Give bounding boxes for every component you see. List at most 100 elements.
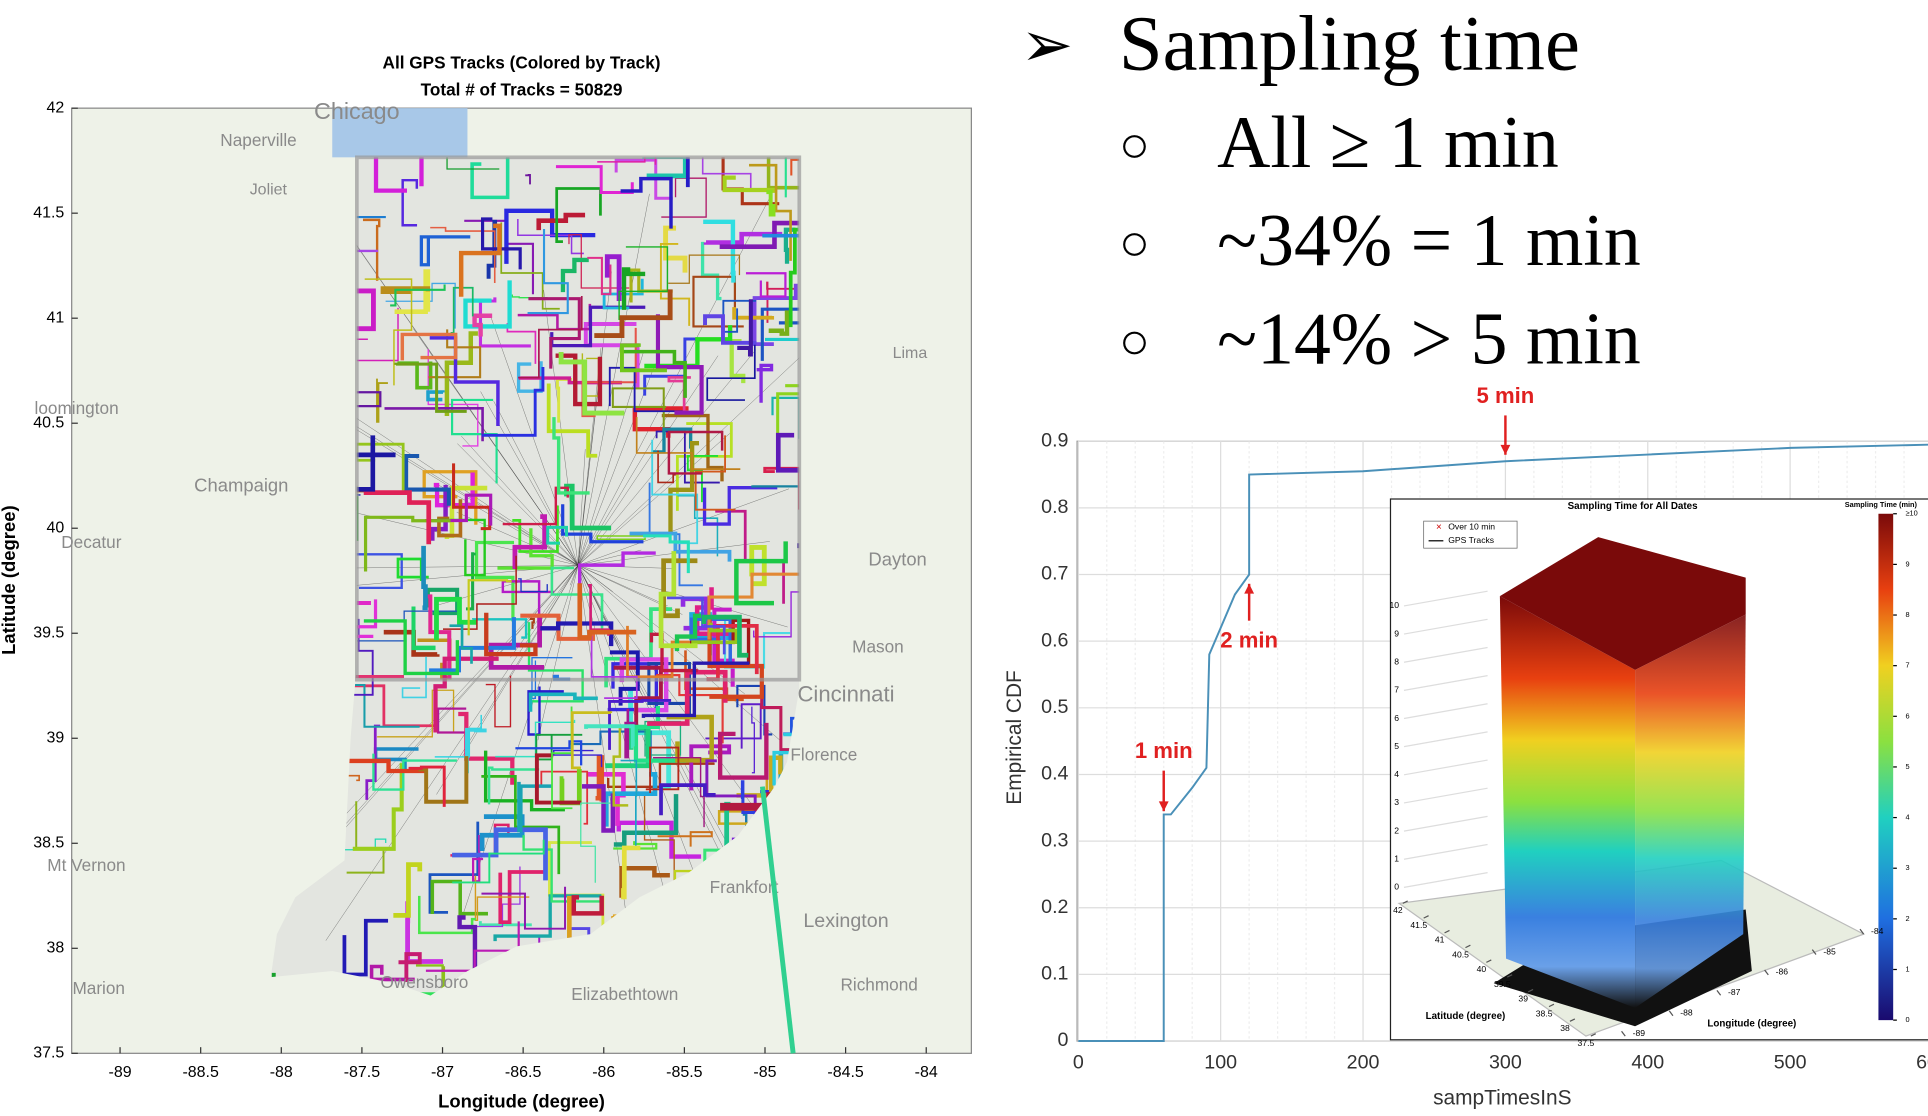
lat-tick (1465, 944, 1471, 949)
lon-tick-label: -89 (1633, 1028, 1646, 1038)
colorbar-tick-label: 6 (1905, 711, 1909, 720)
y-tick-label: 41 (47, 309, 65, 326)
track (668, 441, 700, 534)
lat-tick (1548, 1003, 1555, 1008)
outlier-track (759, 786, 796, 1054)
track (390, 284, 446, 307)
thin-track (577, 565, 668, 607)
lat-tick-label: 41.5 (1410, 920, 1427, 930)
colorbar-tick-label: 7 (1905, 661, 1909, 670)
track (429, 336, 500, 426)
track (400, 332, 458, 361)
place-label: Richmond (840, 974, 917, 994)
annotation: 2 min (1220, 627, 1278, 652)
place-label: Owensboro (380, 972, 468, 992)
place-label: Marion (72, 978, 125, 998)
y-tick-label: 39.5 (33, 624, 64, 641)
inset-front-face (1499, 596, 1636, 1008)
track (604, 772, 658, 827)
z-grid (1403, 618, 1488, 635)
lat-tick (1402, 900, 1408, 904)
track (596, 535, 648, 540)
track (668, 254, 741, 284)
track (393, 862, 423, 918)
track (613, 794, 679, 847)
track (512, 514, 548, 570)
track (485, 675, 512, 728)
track (595, 755, 605, 802)
track (394, 269, 431, 314)
track (384, 406, 484, 442)
track (434, 714, 482, 758)
colorbar-tick-label: ≥10 (1905, 509, 1917, 518)
track (479, 814, 525, 852)
track (552, 417, 590, 495)
track (457, 915, 478, 977)
colorbar-tick-label: 9 (1905, 559, 1909, 568)
track (624, 708, 637, 759)
x-tick-label: -88.5 (182, 1064, 219, 1081)
track (502, 486, 569, 526)
track (553, 749, 603, 768)
track (587, 256, 612, 296)
track (408, 765, 446, 807)
track (470, 157, 510, 200)
lat-tick (1444, 929, 1450, 934)
y-tick-label: 0.6 (1041, 629, 1068, 651)
track (506, 323, 537, 364)
track (620, 759, 638, 849)
track (474, 875, 530, 922)
map-title: All GPS Tracks (Colored by Track) (383, 52, 661, 72)
track (425, 921, 520, 972)
y-tick-label: 40.5 (33, 414, 64, 431)
track (363, 619, 460, 676)
track (648, 482, 703, 587)
track (677, 494, 719, 557)
thin-track (493, 401, 579, 566)
track (478, 921, 532, 927)
track (560, 257, 589, 293)
place-label: Frankfort (710, 877, 779, 897)
cdf-line (1078, 443, 1928, 1043)
track (363, 515, 451, 572)
track (564, 483, 612, 531)
track (645, 746, 680, 793)
track (364, 278, 413, 386)
track (452, 827, 548, 881)
x-axis-label: sampTimesInS (1433, 1086, 1571, 1109)
y-tick-label: 40 (47, 519, 65, 536)
colorbar-tick-label: 4 (1905, 813, 1909, 822)
track (772, 732, 800, 786)
track (745, 272, 787, 298)
track (569, 730, 652, 776)
z-grid (1403, 646, 1488, 663)
arrow-head (1244, 583, 1255, 594)
track (398, 952, 422, 983)
track (517, 781, 553, 833)
y-tick-label: 0.4 (1041, 763, 1068, 785)
track (655, 314, 704, 415)
inset-top-face (1499, 537, 1746, 670)
track (568, 234, 630, 289)
track (442, 555, 517, 630)
thin-track (577, 355, 719, 566)
track (703, 231, 783, 245)
y-tick-label: 0.1 (1041, 963, 1068, 985)
track (423, 157, 500, 170)
track (584, 724, 635, 749)
thin-track (577, 336, 800, 566)
track (749, 545, 767, 587)
place-label: Cincinnati (797, 682, 894, 707)
track (701, 614, 749, 658)
colorbar-tick-label: 8 (1905, 610, 1909, 619)
track (661, 177, 707, 218)
map-subtitle: Total # of Tracks = 50829 (421, 79, 623, 99)
arrow-head (1500, 444, 1511, 455)
track (401, 178, 419, 227)
place-label: Florence (790, 744, 857, 764)
track (444, 331, 478, 417)
track (536, 212, 586, 231)
z-grid (1403, 590, 1488, 607)
track (680, 596, 709, 631)
z-tick-label: 2 (1394, 825, 1399, 835)
